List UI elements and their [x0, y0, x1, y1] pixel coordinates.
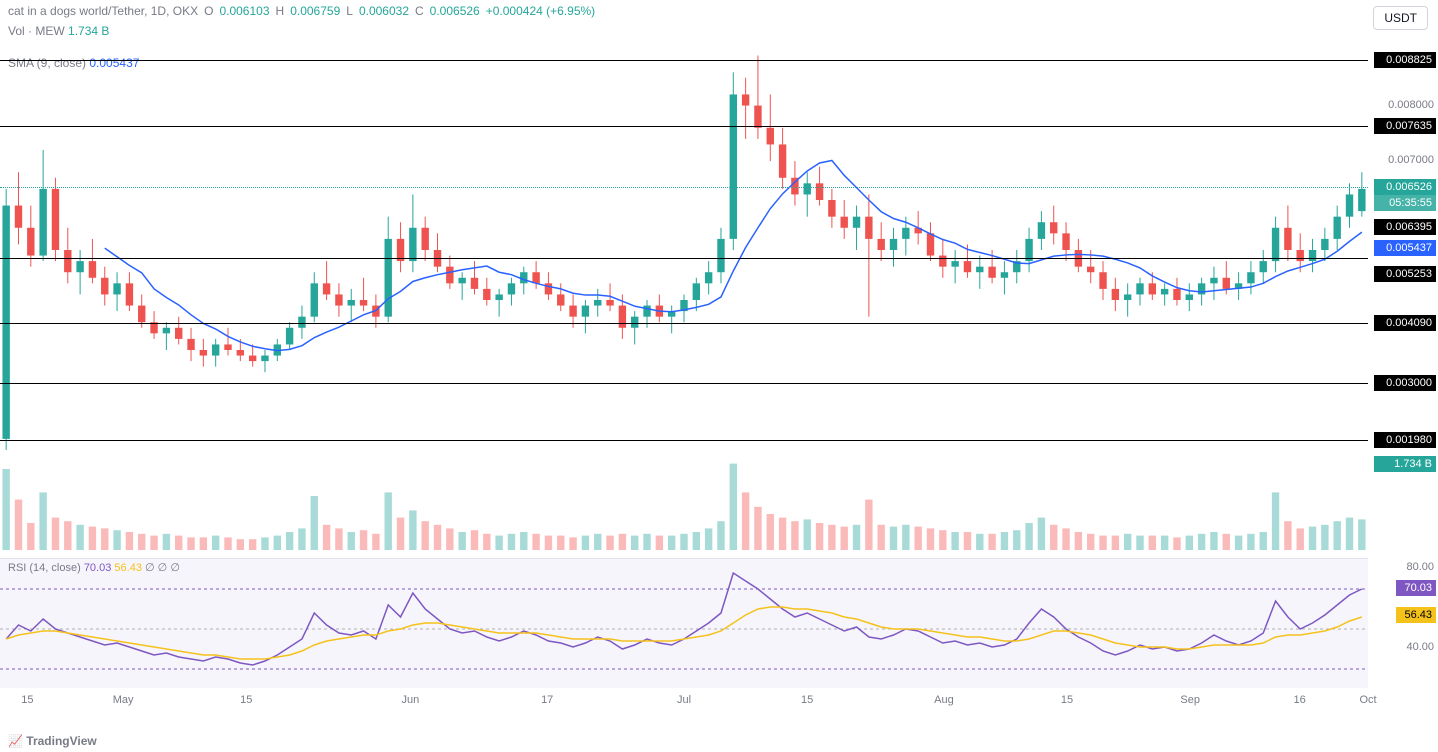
rsi-tag: 70.03: [1396, 580, 1436, 596]
time-label: 17: [541, 694, 553, 706]
rsi-tick: 40.00: [1406, 641, 1434, 653]
rsi-empty-2: ∅: [158, 562, 168, 574]
tradingview-logo[interactable]: 📈 TradingView: [8, 734, 97, 748]
rsi-value-2: 56.43: [114, 562, 142, 574]
open-value: 0.006103: [219, 4, 269, 18]
price-tag: 0.005253: [1374, 266, 1436, 282]
high-value: 0.006759: [290, 4, 340, 18]
time-label: 16: [1293, 694, 1305, 706]
price-axis[interactable]: 0.008000 0.007000 0.008825 0.007635 0.006526…: [1368, 50, 1438, 550]
time-label: Jun: [402, 694, 420, 706]
price-tag: 0.006395: [1374, 219, 1436, 235]
horizontal-line[interactable]: [0, 323, 1368, 324]
price-tag: 0.003000: [1374, 375, 1436, 391]
price-tag: 1.734 B: [1374, 456, 1436, 472]
rsi-tag: 56.43: [1396, 607, 1436, 623]
volume-value: 1.734 B: [68, 24, 109, 38]
current-price-line: [0, 187, 1368, 188]
quote-currency-button[interactable]: USDT: [1373, 6, 1428, 30]
rsi-label: RSI (14, close): [8, 562, 81, 574]
low-value: 0.006032: [359, 4, 409, 18]
close-value: 0.006526: [430, 4, 480, 18]
time-label: Aug: [934, 694, 954, 706]
rsi-empty-1: ∅: [145, 562, 155, 574]
open-label: O: [204, 4, 213, 18]
rsi-header: RSI (14, close) 70.03 56.43 ∅ ∅ ∅: [8, 561, 180, 574]
price-tick: 0.007000: [1388, 154, 1434, 166]
price-tag: 0.006526: [1374, 179, 1436, 195]
branding-text: TradingView: [26, 734, 96, 748]
time-axis[interactable]: 15May15Jun17Jul15Aug15Sep16Oct: [0, 694, 1368, 720]
horizontal-line[interactable]: [0, 258, 1368, 259]
horizontal-line[interactable]: [0, 60, 1368, 61]
symbol-name[interactable]: cat in a dogs world/Tether, 1D, OKX: [8, 4, 198, 18]
price-tag: 0.004090: [1374, 315, 1436, 331]
time-label: 15: [1061, 694, 1073, 706]
price-tag: 0.008825: [1374, 52, 1436, 68]
price-tag: 0.005437: [1374, 240, 1436, 256]
rsi-tick: 80.00: [1406, 561, 1434, 573]
time-label: Oct: [1359, 694, 1376, 706]
time-label: May: [113, 694, 134, 706]
rsi-axis[interactable]: 80.00 40.00 70.03 56.43: [1368, 558, 1438, 688]
low-label: L: [346, 4, 353, 18]
time-label: 15: [240, 694, 252, 706]
price-tag: 05:35:55: [1374, 195, 1436, 211]
price-tag: 0.001980: [1374, 432, 1436, 448]
time-label: Sep: [1180, 694, 1200, 706]
time-label: 15: [21, 694, 33, 706]
rsi-empty-3: ∅: [170, 562, 180, 574]
high-label: H: [276, 4, 285, 18]
symbol-header: cat in a dogs world/Tether, 1D, OKX O 0.0…: [8, 4, 595, 18]
horizontal-line[interactable]: [0, 383, 1368, 384]
time-label: 15: [801, 694, 813, 706]
price-tag: 0.007635: [1374, 118, 1436, 134]
chart-container: cat in a dogs world/Tether, 1D, OKX O 0.0…: [0, 0, 1438, 752]
horizontal-line[interactable]: [0, 440, 1368, 441]
logo-icon: 📈: [8, 734, 23, 748]
close-label: C: [415, 4, 424, 18]
horizontal-line[interactable]: [0, 126, 1368, 127]
change-value: +0.000424 (+6.95%): [486, 4, 595, 18]
price-tick: 0.008000: [1388, 99, 1434, 111]
rsi-panel[interactable]: RSI (14, close) 70.03 56.43 ∅ ∅ ∅: [0, 558, 1368, 688]
volume-label: Vol · MEW: [8, 24, 65, 38]
rsi-value-1: 70.03: [84, 562, 112, 574]
volume-header: Vol · MEW 1.734 B: [8, 24, 109, 38]
time-label: Jul: [677, 694, 691, 706]
